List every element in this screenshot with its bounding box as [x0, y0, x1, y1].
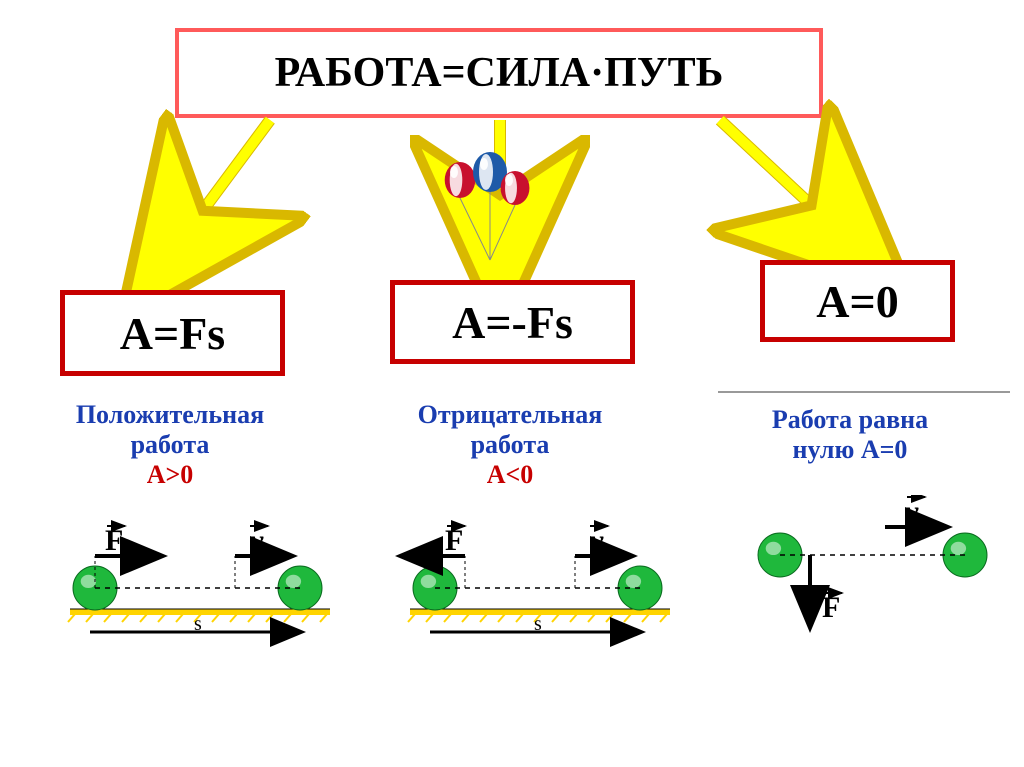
case-label-0: ПоложительнаяработаА>0	[40, 400, 300, 490]
force-diagram-0: s v F	[55, 510, 345, 650]
case-label-1: ОтрицательнаяработаА<0	[380, 400, 640, 490]
case-label-2: Работа равнанулю А=0	[720, 405, 980, 465]
svg-text:v: v	[905, 495, 919, 528]
svg-text:s: s	[534, 613, 542, 635]
title-text: РАБОТА=СИЛА·ПУТЬ	[275, 49, 724, 97]
title-box: РАБОТА=СИЛА·ПУТЬ	[175, 28, 823, 118]
force-diagram-2: vF	[730, 495, 1010, 645]
formula-box-2: A=0	[760, 260, 955, 342]
svg-text:v: v	[590, 524, 604, 557]
svg-text:F: F	[445, 524, 463, 557]
svg-text:v: v	[250, 524, 264, 557]
svg-text:F: F	[822, 591, 840, 624]
force-diagram-1: s v F	[395, 510, 685, 650]
formula-box-1: A=-Fs	[390, 280, 635, 364]
svg-text:F: F	[105, 524, 123, 557]
svg-text:s: s	[194, 613, 202, 635]
formula-box-0: A=Fs	[60, 290, 285, 376]
balloons-icon	[435, 150, 545, 270]
